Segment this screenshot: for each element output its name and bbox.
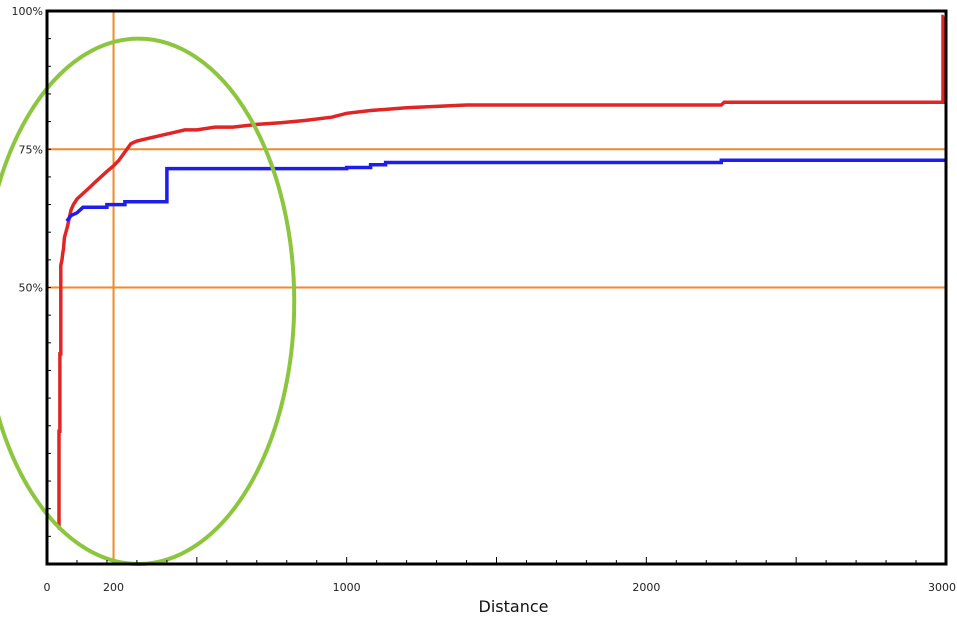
x-tick-label: 200 (103, 581, 124, 594)
y-tick-label: 75% (19, 143, 43, 156)
y-tick-label: 50% (19, 282, 43, 295)
series-line-2 (65, 158, 946, 223)
minor-ticks (47, 38, 917, 564)
x-tick-label: 2000 (632, 581, 660, 594)
x-tick-labels: 0 200 1000 2000 3000 (44, 581, 957, 594)
highlight-ellipse (0, 36, 297, 566)
series-group (57, 14, 946, 530)
series-line-1 (57, 14, 945, 530)
x-tick-label: 3000 (928, 581, 956, 594)
x-tick-label: 1000 (333, 581, 361, 594)
y-tick-label: 100% (12, 5, 43, 18)
x-tick-label: 0 (44, 581, 51, 594)
reference-lines (47, 11, 946, 564)
annotation-group (0, 36, 297, 566)
x-axis-title: Distance (479, 597, 549, 616)
y-tick-labels: 50% 75% 100% (12, 5, 43, 295)
